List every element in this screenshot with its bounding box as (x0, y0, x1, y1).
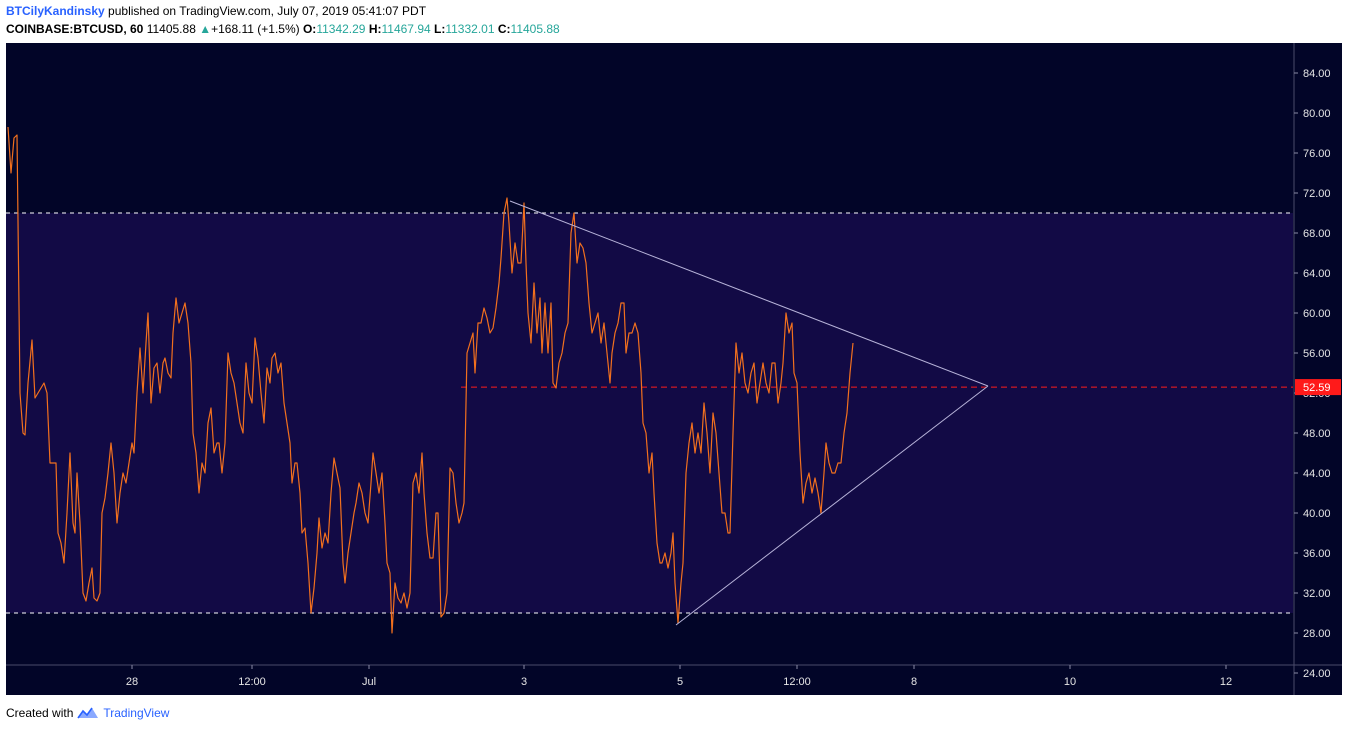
series-line (7, 126, 854, 634)
high-value: 11467.94 (381, 22, 431, 36)
created-with-text: Created with (6, 706, 74, 720)
y-tick-label: 56.00 (1303, 348, 1331, 360)
y-tick-label: 32.00 (1303, 588, 1331, 600)
up-arrow-icon: ▲ (199, 22, 212, 36)
y-tick-label: 24.00 (1303, 668, 1331, 680)
low-value: 11332.01 (445, 22, 495, 36)
x-tick-label: 12:00 (783, 676, 811, 688)
y-tick-label: 84.00 (1303, 68, 1331, 80)
y-tick-label: 36.00 (1303, 548, 1331, 560)
tradingview-logo-icon (77, 707, 99, 719)
x-tick-label: 3 (521, 676, 527, 688)
open-label: O: (302, 22, 317, 36)
x-tick-label: 12:00 (238, 676, 266, 688)
last-price: 11405.88 (146, 22, 196, 36)
symbol-label: COINBASE:BTCUSD, 60 (6, 22, 144, 36)
current-value-badge (1295, 379, 1341, 396)
symbol-info: COINBASE:BTCUSD, 60 11405.88 ▲+168.11 (+… (6, 22, 560, 36)
trendline-2 (675, 385, 989, 626)
y-tick-label: 60.00 (1303, 308, 1331, 320)
high-label: H: (368, 22, 382, 36)
range-band (6, 213, 1293, 613)
y-tick-label: 80.00 (1303, 108, 1331, 120)
tradingview-link[interactable]: TradingView (103, 706, 170, 720)
open-value: 11342.29 (316, 22, 366, 36)
published-text: published on TradingView.com, July 07, 2… (108, 4, 427, 18)
indicator-chart[interactable]: 24.0028.0032.0036.0040.0044.0048.0052.00… (6, 43, 1342, 695)
x-tick-label: Jul (362, 676, 376, 688)
close-value: 11405.88 (510, 22, 560, 36)
x-tick-label: 28 (126, 676, 138, 688)
author-link[interactable]: BTCilyKandinsky (6, 4, 105, 18)
y-tick-label: 28.00 (1303, 628, 1331, 640)
chart-area[interactable]: 24.0028.0032.0036.0040.0044.0048.0052.00… (6, 43, 1342, 695)
y-tick-label: 44.00 (1303, 468, 1331, 480)
y-tick-label: 72.00 (1303, 188, 1331, 200)
current-value-label: 52.59 (1303, 382, 1331, 394)
low-label: L: (434, 22, 446, 36)
y-tick-label: 76.00 (1303, 148, 1331, 160)
x-tick-label: 12 (1220, 676, 1232, 688)
x-tick-label: 8 (911, 676, 917, 688)
y-tick-label: 40.00 (1303, 508, 1331, 520)
footer: Created with TradingView (6, 706, 169, 720)
y-tick-label: 68.00 (1303, 228, 1331, 240)
price-change: +168.11 (+1.5%) (211, 22, 300, 36)
y-tick-label: 64.00 (1303, 268, 1331, 280)
trendline-1 (509, 200, 989, 387)
x-tick-label: 5 (677, 676, 683, 688)
x-tick-label: 10 (1064, 676, 1076, 688)
close-label: C: (497, 22, 511, 36)
publish-info: BTCilyKandinsky published on TradingView… (6, 4, 426, 18)
y-tick-label: 48.00 (1303, 428, 1331, 440)
